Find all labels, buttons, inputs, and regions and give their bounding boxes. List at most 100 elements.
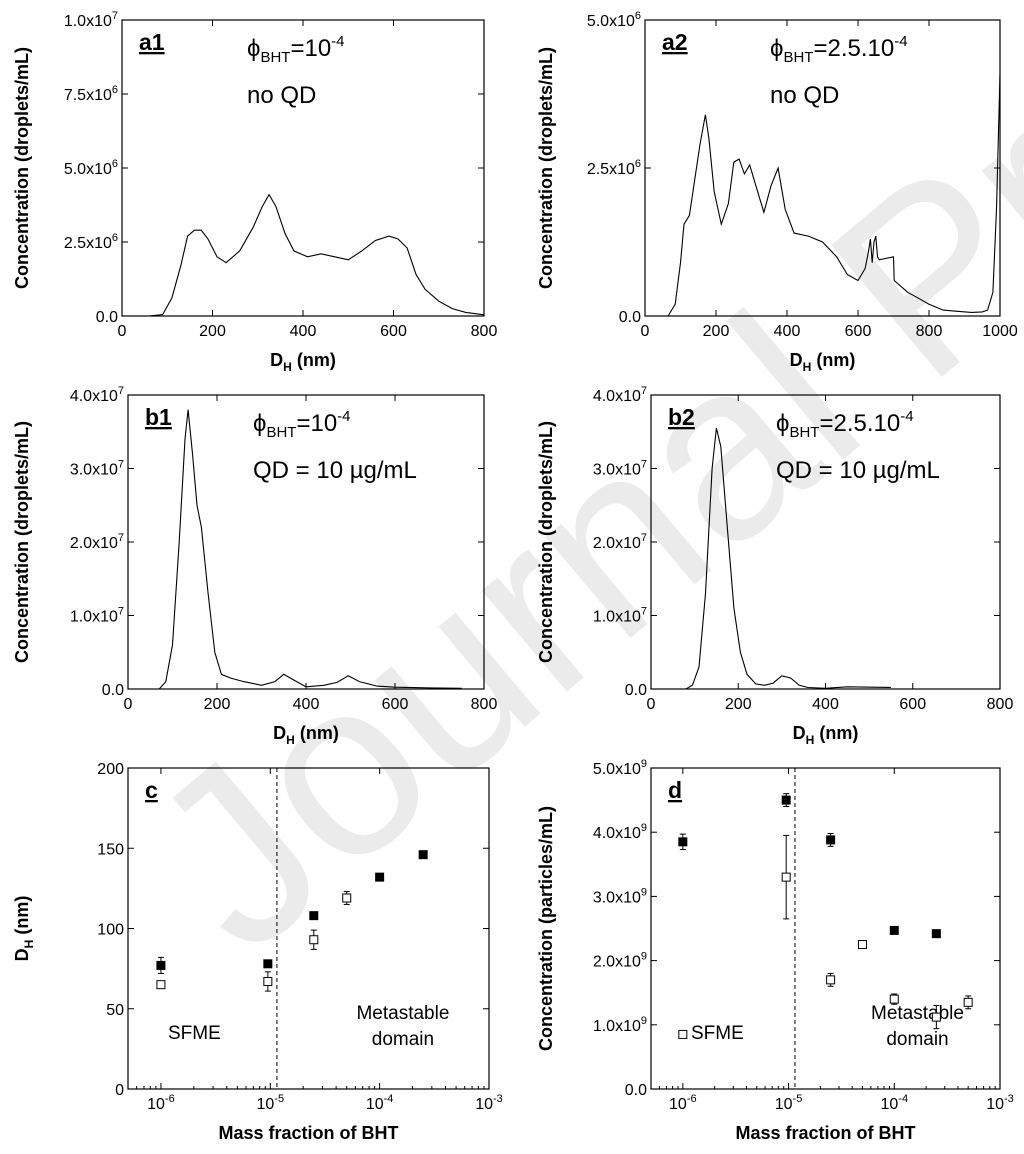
region-label-metastable: Metastable	[356, 1003, 449, 1024]
data-point-filled	[889, 925, 899, 935]
data-point-filled	[156, 960, 166, 970]
y-tick-label: 0.0	[619, 309, 641, 326]
y-tick-label: 2.0x107	[70, 532, 124, 552]
data-point-filled	[678, 837, 688, 847]
x-tick-label: 200	[204, 696, 231, 713]
annotation-condition: no QD	[247, 82, 316, 109]
annotation-phi: ϕBHT=10-4	[247, 33, 345, 66]
x-tick-label: 200	[703, 323, 730, 340]
data-point-open	[826, 975, 836, 985]
panel-label: b1	[145, 404, 172, 430]
panel-label: a2	[662, 29, 688, 55]
y-tick-label: 1.0x109	[593, 1015, 647, 1035]
plot-frame-d	[650, 767, 1001, 1090]
x-tick-label: 400	[774, 323, 801, 340]
x-tick-label: 800	[987, 696, 1014, 713]
y-axis-label: DH (nm)	[12, 896, 36, 962]
annotation-condition: QD = 10 µg/mL	[776, 457, 940, 484]
y-axis-label: Concentration (droplets/mL)	[536, 47, 556, 289]
x-tick-label: 400	[293, 696, 320, 713]
annotation-phi: ϕBHT=2.5.10-4	[770, 33, 908, 66]
plot-frame-a1	[121, 19, 485, 317]
y-tick-label: 4.0x107	[70, 385, 124, 405]
y-axis-label: Concentration (droplets/mL)	[536, 421, 556, 663]
y-tick-label: 0.0	[102, 682, 124, 699]
x-tick-label: 10-5	[256, 1093, 284, 1113]
y-tick-label: 2.5x106	[64, 232, 118, 252]
x-axis-label: DH (nm)	[793, 723, 859, 747]
x-tick-label: 0	[641, 323, 650, 340]
region-label-sfme: SFME	[691, 1023, 744, 1044]
y-tick-label: 150	[97, 841, 124, 858]
y-tick-label: 3.0x109	[593, 886, 647, 906]
y-tick-label: 5.0x106	[64, 158, 118, 178]
y-tick-label: 2.0x109	[593, 951, 647, 971]
data-point-open	[963, 997, 973, 1007]
series-line	[651, 427, 891, 690]
y-axis-label: Concentration (droplets/mL)	[12, 421, 32, 663]
data-point-open	[889, 994, 899, 1004]
x-tick-label: 10-5	[775, 1093, 803, 1113]
data-point-filled	[263, 959, 273, 969]
panel-label: c	[145, 777, 158, 803]
panel-label: b2	[668, 404, 695, 430]
x-tick-label: 10-6	[147, 1093, 175, 1113]
data-point-filled	[309, 911, 319, 921]
x-axis-label: DH (nm)	[273, 723, 339, 747]
x-tick-label: 10-4	[366, 1093, 394, 1113]
data-point-open	[156, 980, 166, 990]
y-tick-label: 5.0x106	[587, 10, 641, 30]
y-tick-label: 1.0x107	[70, 606, 124, 626]
y-tick-label: 3.0x107	[593, 459, 647, 479]
panel-label: d	[668, 777, 682, 803]
data-point-open	[931, 1012, 941, 1022]
x-tick-label: 0	[647, 696, 656, 713]
annotation-condition: no QD	[770, 82, 839, 109]
series-line	[122, 193, 485, 317]
y-tick-label: 4.0x107	[593, 385, 647, 405]
series-line	[128, 409, 462, 690]
x-tick-label: 10-3	[475, 1093, 503, 1113]
data-point-open	[781, 872, 791, 882]
region-label-metastable: domain	[886, 1029, 948, 1050]
x-tick-label: 800	[471, 696, 498, 713]
data-point-open	[309, 935, 319, 945]
x-axis-label: Mass fraction of BHT	[735, 1123, 915, 1143]
y-tick-label: 0.0	[625, 1082, 647, 1099]
data-point-filled	[931, 929, 941, 939]
panel-label: a1	[139, 29, 165, 55]
y-tick-label: 200	[97, 761, 124, 778]
y-axis-label: Concentration (particles/mL)	[536, 806, 556, 1051]
y-tick-label: 7.5x106	[64, 84, 118, 104]
data-point-filled	[781, 795, 791, 805]
watermark-text: Journal Pre-proof	[100, 0, 1024, 1002]
x-axis-label: Mass fraction of BHT	[218, 1123, 398, 1143]
x-tick-label: 10-6	[669, 1093, 697, 1113]
x-tick-label: 400	[812, 696, 839, 713]
y-tick-label: 3.0x107	[70, 459, 124, 479]
x-tick-label: 1000	[982, 323, 1018, 340]
y-tick-label: 2.5x106	[587, 158, 641, 178]
y-tick-label: 5.0x109	[593, 758, 647, 778]
y-axis-label: Concentration (droplets/mL)	[12, 47, 32, 289]
y-tick-label: 100	[97, 922, 124, 939]
region-label-metastable: domain	[372, 1029, 434, 1050]
y-tick-label: 1.0x107	[64, 10, 118, 30]
x-tick-label: 10-3	[986, 1093, 1014, 1113]
region-label-metastable: Metastable	[871, 1003, 964, 1024]
data-point-filled	[418, 850, 428, 860]
y-tick-label: 2.0x107	[593, 532, 647, 552]
annotation-condition: QD = 10 µg/mL	[253, 457, 417, 484]
data-point-open	[263, 976, 273, 986]
data-point-open	[678, 1029, 688, 1039]
y-tick-label: 0.0	[625, 682, 647, 699]
data-point-open	[857, 940, 867, 950]
y-tick-label: 4.0x109	[593, 822, 647, 842]
y-tick-label: 50	[106, 1002, 124, 1019]
series-line	[645, 73, 1001, 317]
x-tick-label: 800	[916, 323, 943, 340]
y-tick-label: 1.0x107	[593, 606, 647, 626]
x-tick-label: 600	[845, 323, 872, 340]
x-axis-label: DH (nm)	[790, 350, 856, 374]
